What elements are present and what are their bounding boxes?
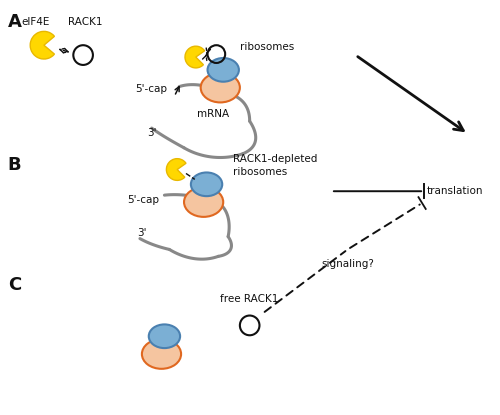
Wedge shape (30, 32, 54, 59)
Text: 5'-cap: 5'-cap (128, 195, 160, 205)
Ellipse shape (208, 58, 239, 82)
Text: B: B (8, 156, 22, 174)
Text: free RACK1: free RACK1 (220, 294, 279, 304)
Wedge shape (166, 159, 186, 181)
Ellipse shape (142, 339, 181, 369)
Text: signaling?: signaling? (321, 259, 374, 269)
Text: RACK1: RACK1 (68, 17, 102, 27)
Text: ribosomes: ribosomes (240, 42, 294, 52)
Text: 3': 3' (137, 228, 146, 238)
Text: A: A (8, 12, 22, 31)
Text: C: C (8, 276, 21, 294)
Ellipse shape (200, 73, 240, 103)
Text: translation: translation (427, 186, 484, 196)
Ellipse shape (149, 325, 180, 348)
Ellipse shape (184, 187, 223, 217)
Text: 3': 3' (147, 128, 156, 138)
Ellipse shape (191, 173, 222, 196)
Text: RACK1-depleted
ribosomes: RACK1-depleted ribosomes (233, 154, 318, 177)
Text: eIF4E: eIF4E (21, 17, 50, 27)
Text: 5'-cap: 5'-cap (136, 83, 168, 94)
Wedge shape (185, 46, 204, 68)
Text: mRNA: mRNA (198, 109, 230, 119)
